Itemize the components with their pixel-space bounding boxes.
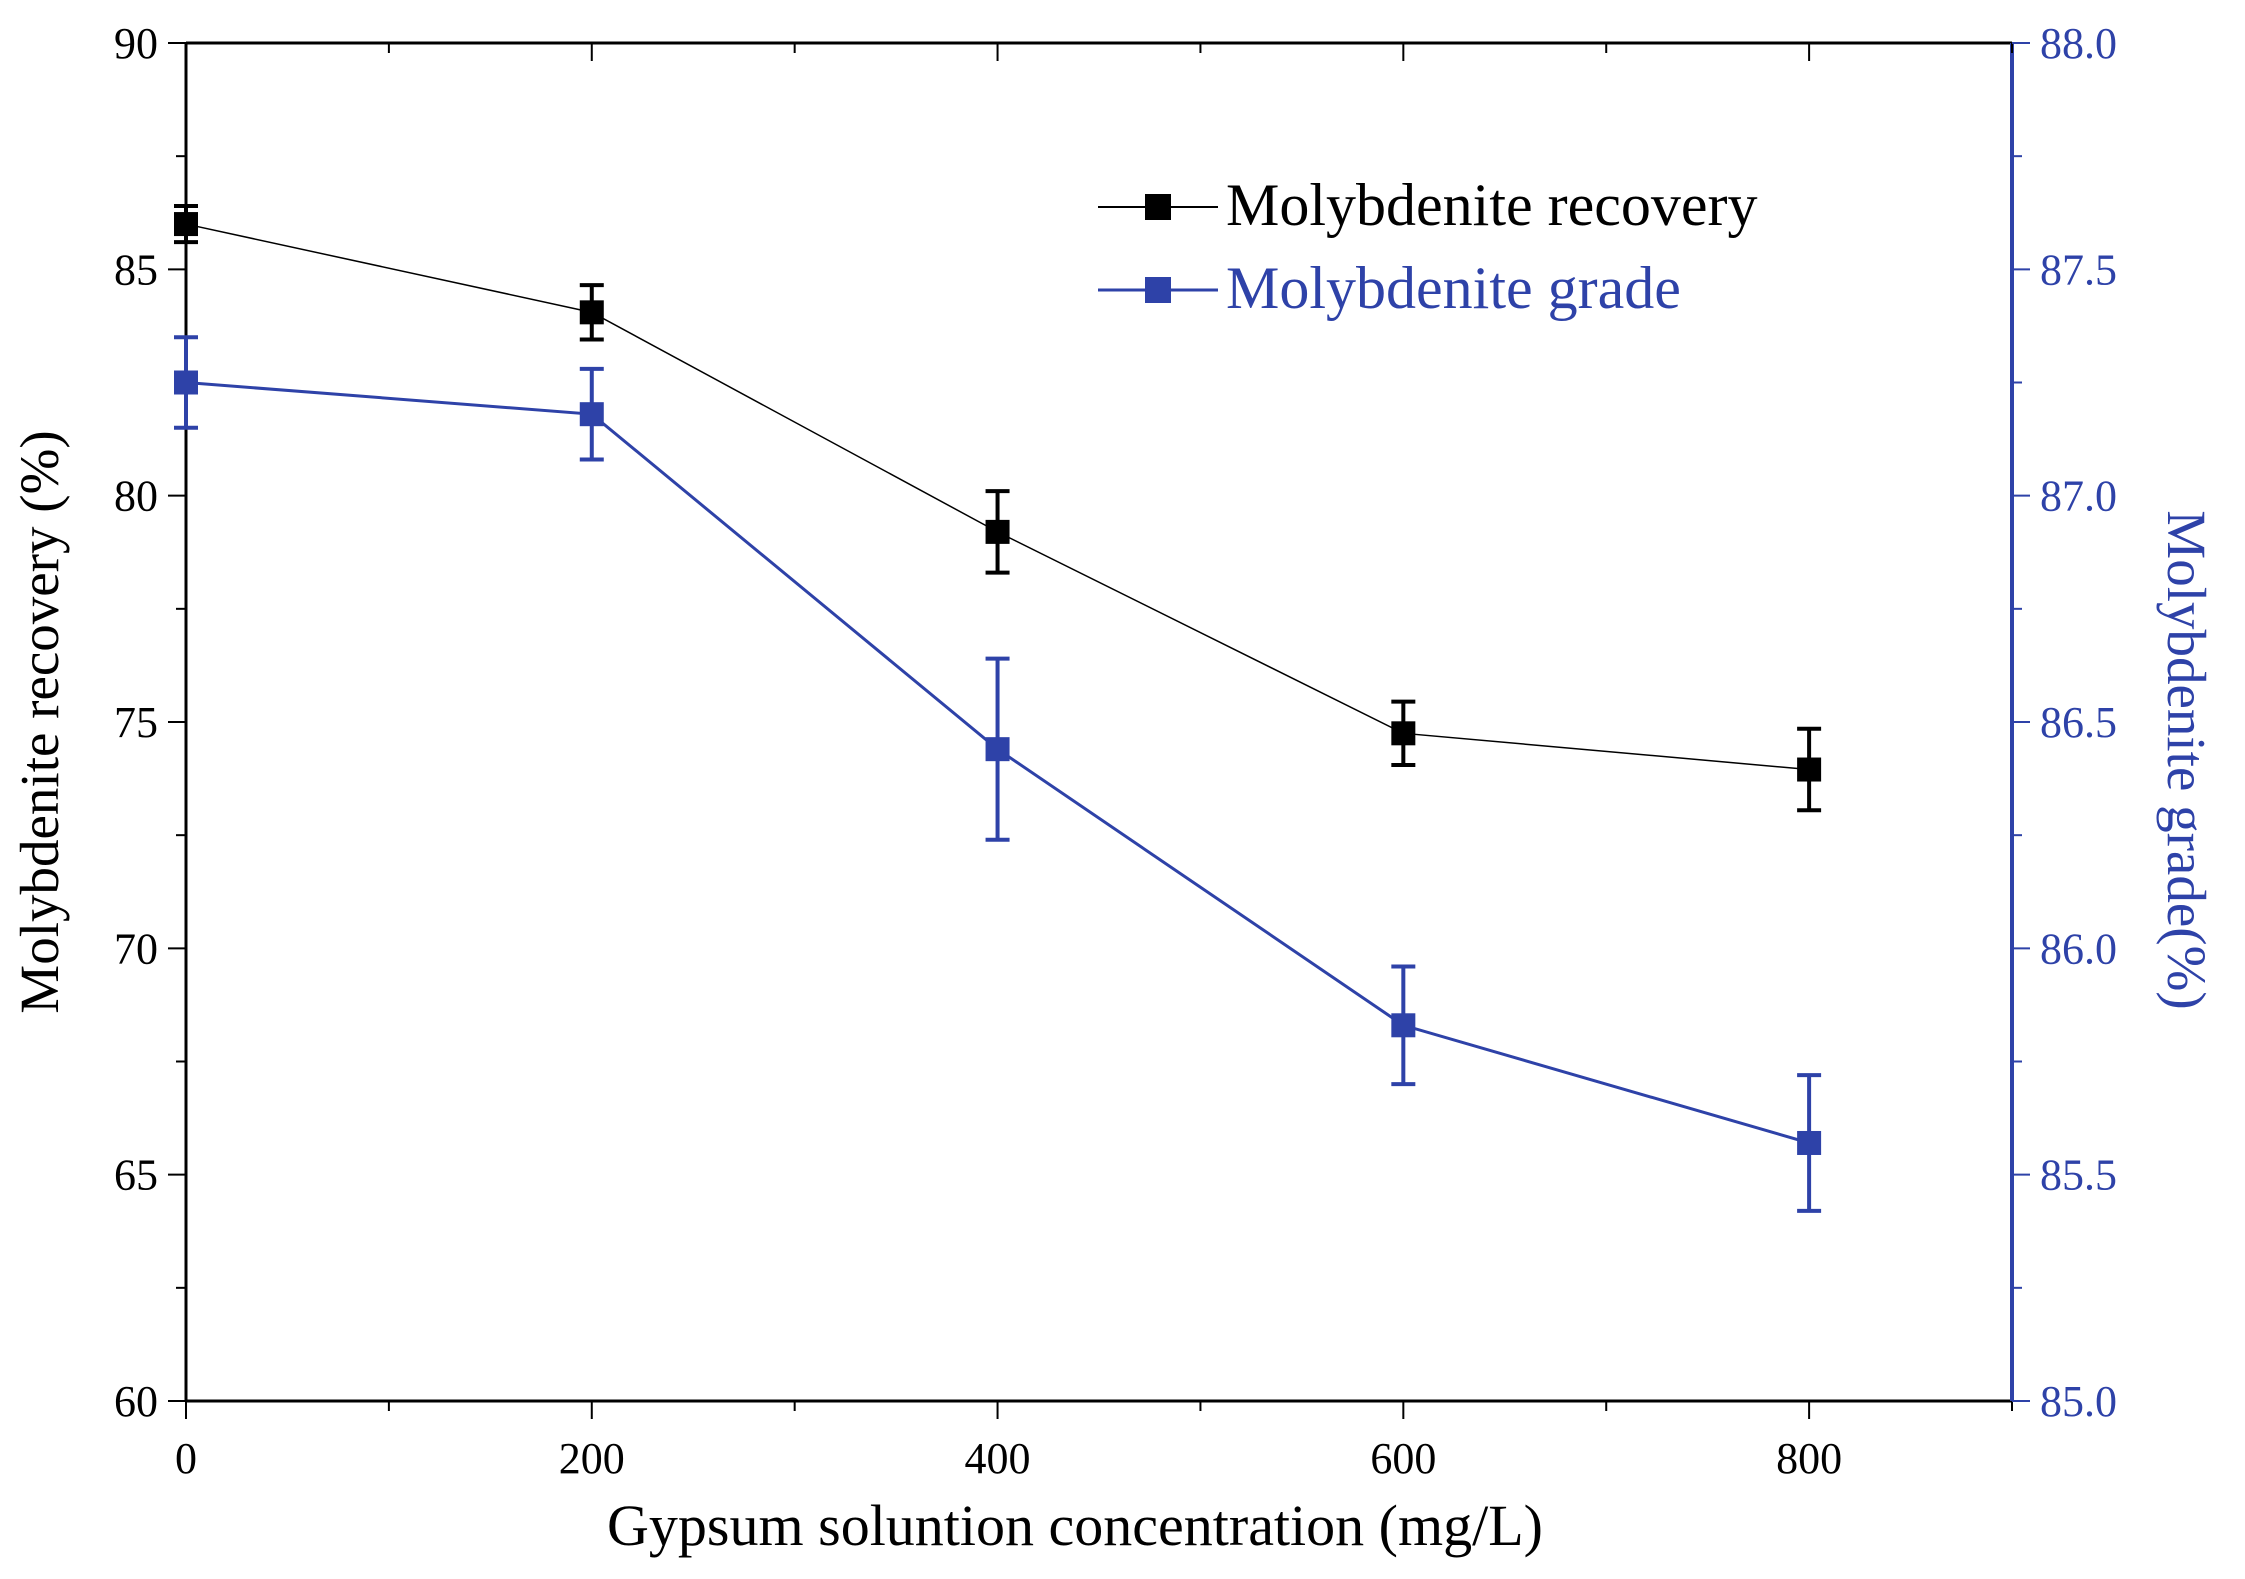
y2-axis-title: Molybdenite grade(%) <box>2156 510 2217 1009</box>
x-tick-label: 400 <box>965 1434 1031 1483</box>
data-point <box>579 402 604 427</box>
data-point <box>985 737 1010 762</box>
legend-marker-recovery <box>1145 194 1171 220</box>
data-point <box>1391 721 1416 746</box>
x-tick-label: 600 <box>1370 1434 1436 1483</box>
legend-label-grade: Molybdenite grade <box>1226 255 1681 321</box>
y-tick-label: 90 <box>114 19 158 68</box>
legend: Molybdenite recovery Molybdenite grade <box>1098 172 1757 321</box>
data-point <box>174 212 198 237</box>
data-point <box>579 300 604 325</box>
y2-tick-label: 85.0 <box>2040 1377 2117 1426</box>
data-point <box>174 370 198 395</box>
data-point <box>1797 757 1822 782</box>
y2-tick-label: 87.5 <box>2040 245 2117 294</box>
y-axis-title: Molybdenite recovery (%) <box>9 430 70 1013</box>
y2-tick-label: 86.0 <box>2040 924 2117 973</box>
y2-tick-label: 86.5 <box>2040 698 2117 747</box>
x-tick-label: 200 <box>559 1434 625 1483</box>
x-tick-label: 800 <box>1776 1434 1842 1483</box>
y-tick-label: 70 <box>114 924 158 973</box>
x-tick-label: 0 <box>175 1434 197 1483</box>
y-tick-label: 85 <box>114 245 158 294</box>
x-axis-title: Gypsum soluntion concentration (mg/L) <box>607 1493 1543 1558</box>
data-point <box>985 519 1010 544</box>
legend-marker-grade <box>1145 277 1171 303</box>
y-tick-label: 80 <box>114 472 158 521</box>
y2-tick-label: 87.0 <box>2040 472 2117 521</box>
data-point <box>1797 1130 1822 1155</box>
y-tick-label: 65 <box>114 1151 158 1200</box>
marks <box>174 203 1822 1213</box>
y2-tick-label: 85.5 <box>2040 1151 2117 1200</box>
axes: 0 200 400 600 800 60 65 70 75 80 85 90 85.0 85.5 86.0 8… <box>114 19 2117 1483</box>
legend-label-recovery: Molybdenite recovery <box>1226 172 1757 238</box>
y-tick-label: 75 <box>114 698 158 747</box>
y-tick-label: 60 <box>114 1377 158 1426</box>
y2-tick-label: 88.0 <box>2040 19 2117 68</box>
data-point <box>1391 1013 1416 1038</box>
